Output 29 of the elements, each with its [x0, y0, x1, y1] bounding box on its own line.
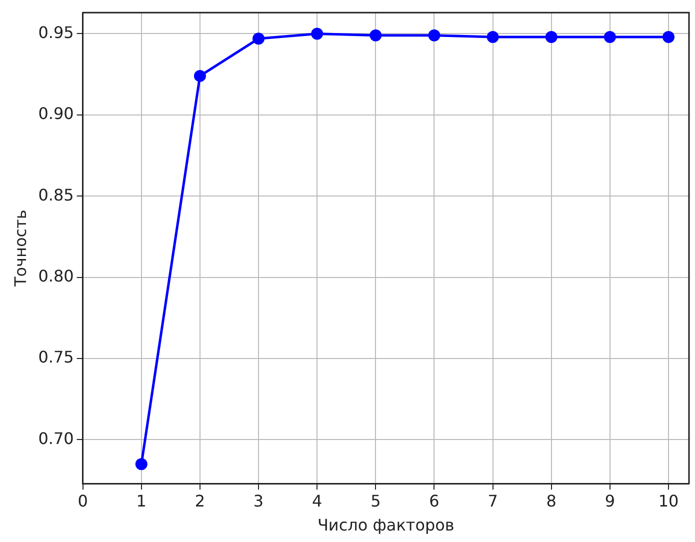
point — [194, 70, 206, 82]
point — [545, 30, 558, 43]
point — [252, 32, 265, 45]
point — [370, 29, 382, 42]
point — [486, 30, 499, 43]
x-tick-label: 4 — [312, 491, 322, 510]
y-tick-label: 0.95 — [38, 22, 74, 42]
point — [604, 30, 616, 43]
point — [428, 29, 440, 42]
x-tick-label: 0 — [78, 491, 88, 510]
y-tick-label: 0.85 — [38, 185, 74, 204]
x-tick-label: 7 — [488, 491, 498, 510]
x-tick-label: 9 — [604, 491, 616, 510]
x-tick-label: 3 — [253, 491, 264, 510]
point — [135, 458, 148, 470]
y-tick-label: 0.70 — [38, 428, 74, 448]
point — [311, 28, 324, 40]
x-tick-label: 2 — [194, 491, 206, 510]
x-axis-title: Число факторов — [317, 516, 454, 535]
x-tick-label: 8 — [546, 491, 556, 510]
x-tick-label: 6 — [429, 491, 440, 510]
x-tick-label: 1 — [136, 491, 146, 510]
y-tick-label: 0.90 — [38, 104, 74, 124]
x-tick-label: 5 — [370, 491, 381, 510]
point — [662, 30, 674, 43]
y-axis-title: Точность — [10, 210, 30, 288]
x-tick-label: 10 — [658, 491, 679, 510]
y-tick-label: 0.80 — [38, 266, 74, 286]
y-tick-label: 0.75 — [38, 348, 74, 367]
